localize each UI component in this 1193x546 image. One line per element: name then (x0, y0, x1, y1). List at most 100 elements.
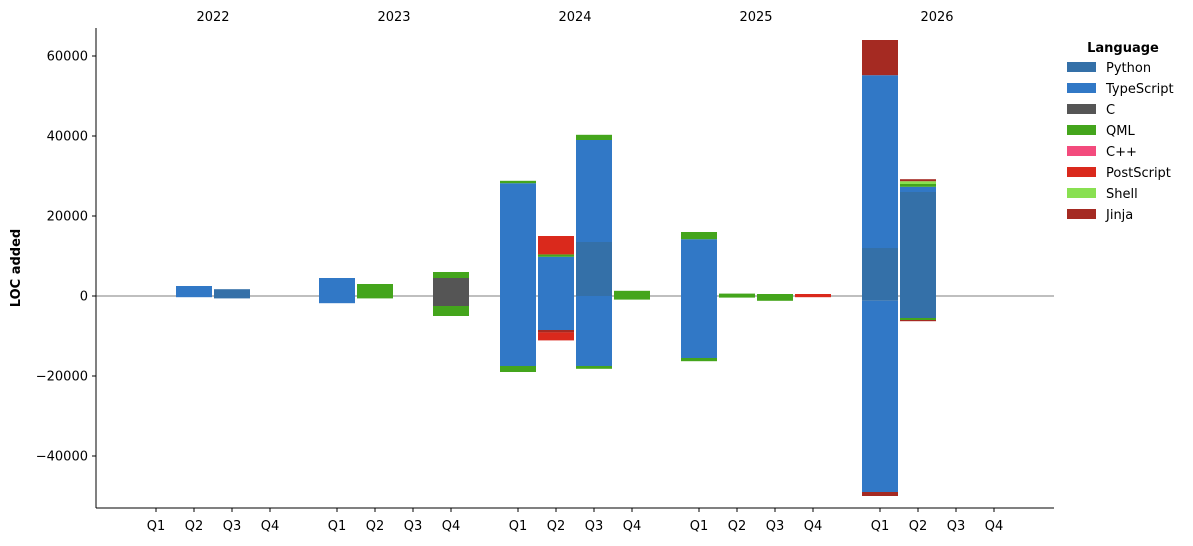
legend-swatch (1067, 188, 1096, 198)
x-tick-label: Q2 (909, 519, 928, 534)
legend-title: Language (1087, 41, 1159, 56)
bar-segment (357, 284, 393, 296)
bar-segment (433, 306, 469, 316)
bar-segment (681, 296, 717, 358)
x-tick-label: Q2 (728, 519, 747, 534)
x-tick-label: Q4 (442, 519, 461, 534)
y-tick-label: −20000 (36, 370, 88, 385)
bar-segment (176, 296, 212, 298)
legend-swatch (1067, 146, 1096, 156)
bar-segment (862, 492, 898, 496)
bar-segment (500, 180, 536, 184)
bar-segment (862, 248, 898, 296)
y-tick-label: 20000 (47, 210, 88, 225)
bar-segment (795, 296, 831, 298)
legend-swatch (1067, 125, 1096, 135)
bar-segment (900, 186, 936, 192)
x-tick-label: Q3 (223, 519, 242, 534)
bar-segment (900, 184, 936, 187)
y-tick-label: 60000 (47, 50, 88, 65)
bar-segment (900, 318, 936, 320)
bar-segment (576, 296, 612, 366)
x-tick-label: Q1 (871, 519, 890, 534)
y-axis-label: LOC added (9, 229, 24, 307)
bar-segment (862, 296, 898, 301)
bar-segment (538, 256, 574, 296)
legend-label: Shell (1106, 187, 1138, 202)
bar-segment (900, 320, 936, 322)
bar-segment (433, 278, 469, 296)
x-tick-label: Q2 (185, 519, 204, 534)
x-tick-label: Q1 (509, 519, 528, 534)
x-tick-label: Q3 (585, 519, 604, 534)
bar-segment (681, 358, 717, 362)
legend-swatch (1067, 104, 1096, 114)
x-tick-label: Q3 (404, 519, 423, 534)
bar-segment (433, 296, 469, 306)
x-tick-label: Q3 (947, 519, 966, 534)
bar-segment (576, 140, 612, 242)
year-label: 2023 (377, 10, 410, 25)
bar-segment (757, 294, 793, 296)
bar-segment (538, 332, 574, 341)
legend-label: QML (1106, 124, 1135, 139)
legend-swatch (1067, 209, 1096, 219)
legend-label: C (1106, 103, 1115, 118)
bar-segment (319, 278, 355, 296)
x-tick-label: Q4 (261, 519, 280, 534)
bar-segment (214, 296, 250, 299)
bar-segment (500, 183, 536, 296)
bar-segment (319, 296, 355, 304)
bar-segment (681, 239, 717, 296)
year-label: 2024 (558, 10, 591, 25)
legend-label: TypeScript (1105, 82, 1174, 97)
x-tick-label: Q4 (804, 519, 823, 534)
legend-swatch (1067, 62, 1096, 72)
bar-segment (614, 296, 650, 300)
bar-segment (538, 254, 574, 257)
bar-segment (538, 236, 574, 255)
bar-segment (900, 181, 936, 184)
y-tick-label: 0 (80, 290, 88, 305)
year-label: 2026 (920, 10, 953, 25)
bar-segment (681, 232, 717, 240)
x-tick-label: Q4 (985, 519, 1004, 534)
bar-segment (719, 293, 755, 296)
bar-segment (433, 272, 469, 278)
bars (176, 40, 936, 496)
bar-segment (538, 296, 574, 330)
legend-label: Jinja (1105, 208, 1133, 223)
bar-segment (795, 294, 831, 296)
bar-segment (576, 134, 612, 140)
x-tick-label: Q2 (547, 519, 566, 534)
legend: Language Python TypeScript C QML C++ PostScrip… (1067, 41, 1174, 223)
x-tick-label: Q4 (623, 519, 642, 534)
x-tick-label: Q1 (328, 519, 347, 534)
x-tick-label: Q1 (690, 519, 709, 534)
legend-swatch (1067, 83, 1096, 93)
bar-segment (719, 296, 755, 298)
bar-segment (614, 290, 650, 296)
bar-segment (576, 242, 612, 296)
bar-segment (500, 296, 536, 366)
bar-segment (862, 300, 898, 492)
legend-label: Python (1106, 61, 1151, 76)
bar-segment (538, 330, 574, 333)
bar-segment (862, 40, 898, 76)
bar-segment (176, 286, 212, 296)
bar-segment (357, 296, 393, 299)
bar-segment (576, 366, 612, 369)
x-tick-label: Q2 (366, 519, 385, 534)
bar-segment (862, 75, 898, 248)
year-label: 2022 (196, 10, 229, 25)
legend-label: PostScript (1106, 166, 1171, 181)
year-label: 2025 (739, 10, 772, 25)
x-tick-label: Q3 (766, 519, 785, 534)
x-tick-label: Q1 (147, 519, 166, 534)
bar-segment (757, 296, 793, 301)
bar-segment (500, 366, 536, 372)
bar-segment (900, 192, 936, 296)
legend-label: C++ (1106, 145, 1137, 160)
